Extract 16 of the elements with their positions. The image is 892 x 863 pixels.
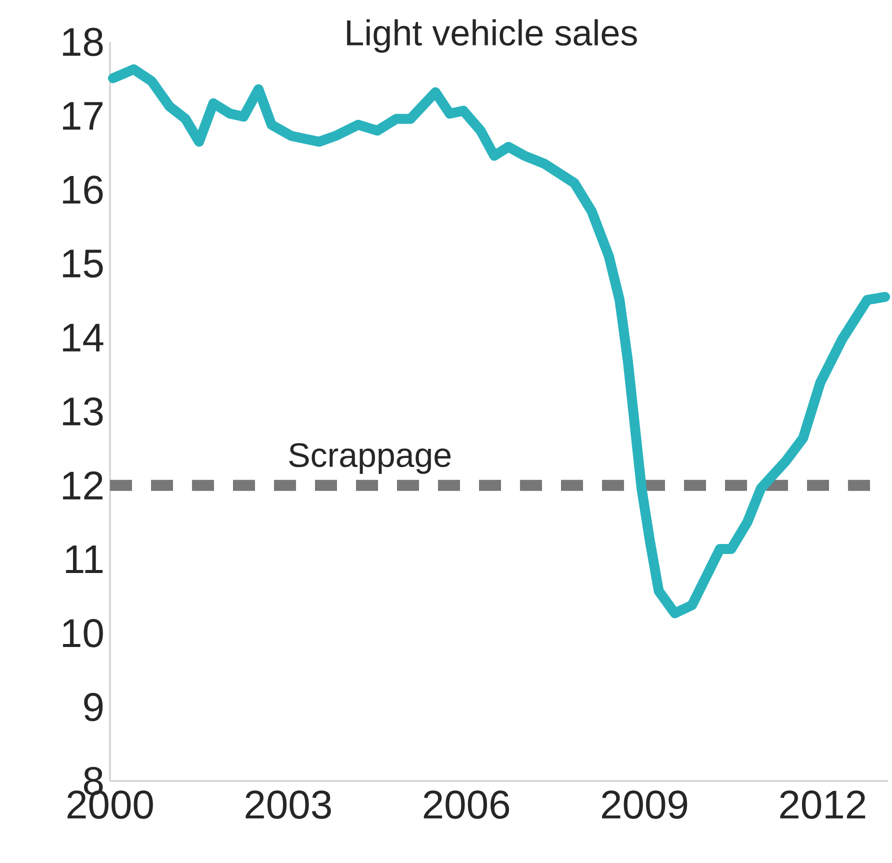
y-tick-label: 18 bbox=[63, 28, 103, 56]
y-tick-label: 10 bbox=[63, 619, 103, 648]
y-tick-label: 9 bbox=[84, 692, 103, 722]
ref-line-label: Scrappage bbox=[289, 443, 451, 474]
x-tick-label: 2012 bbox=[780, 790, 866, 819]
y-tick-label: 17 bbox=[63, 102, 102, 130]
y-tick-label: 15 bbox=[63, 250, 103, 278]
y-tick-label: 11 bbox=[66, 546, 103, 574]
y-tick-label: 13 bbox=[63, 397, 103, 426]
chart-title: Light vehicle sales bbox=[347, 19, 637, 53]
x-tick-label: 2006 bbox=[424, 790, 510, 819]
x-tick-label: 2009 bbox=[602, 790, 688, 819]
y-tick-label: 12 bbox=[63, 471, 102, 500]
x-tick-label: 2003 bbox=[246, 790, 331, 819]
y-tick-label: 14 bbox=[63, 324, 104, 352]
y-tick-label: 16 bbox=[63, 176, 103, 204]
